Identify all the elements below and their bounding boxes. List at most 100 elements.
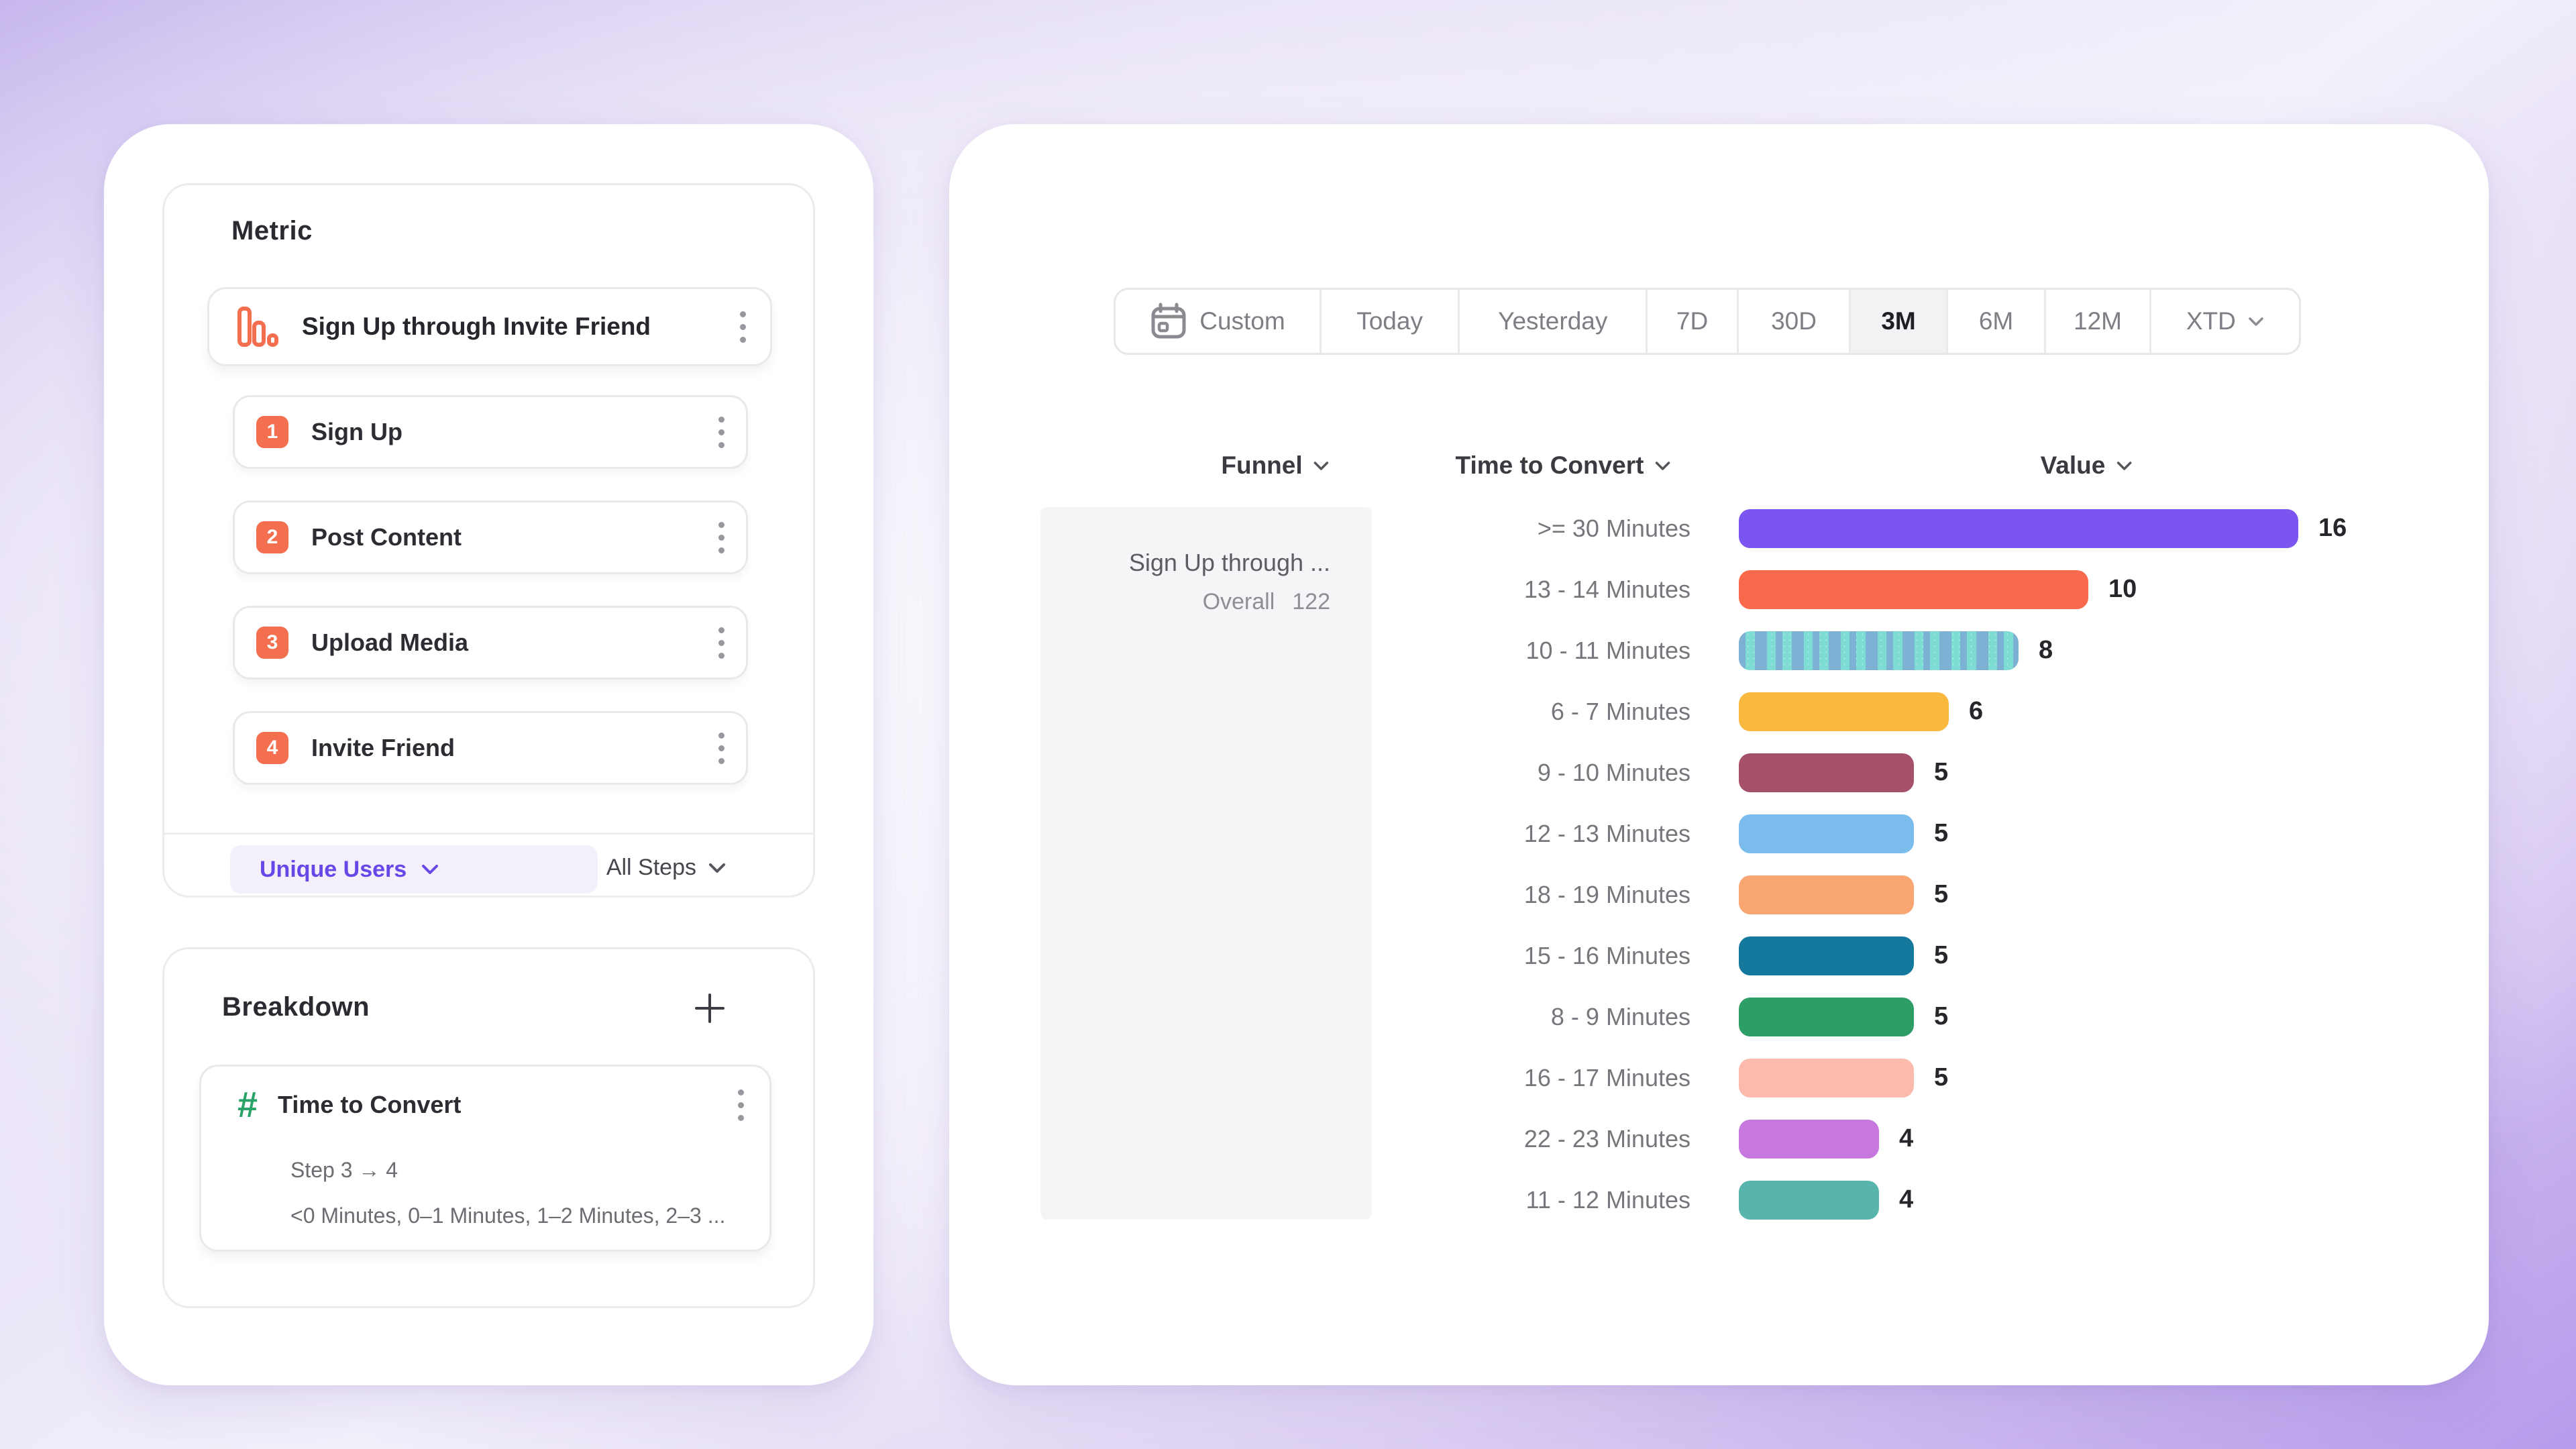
bar-15-16-minutes[interactable] [1739, 936, 1914, 975]
value-column-label: Value [2040, 451, 2106, 479]
bar-value: 16 [2318, 514, 2347, 542]
bucket-label: 15 - 16 Minutes [1523, 941, 1690, 969]
step-label: Post Content [311, 523, 462, 551]
step-kebab-menu-icon[interactable] [716, 416, 726, 448]
step-number-badge: 4 [256, 732, 288, 764]
bar-12-13-minutes[interactable] [1739, 814, 1914, 853]
date-range-7d[interactable]: 7D [1648, 290, 1739, 353]
date-range-30d[interactable]: 30D [1739, 290, 1851, 353]
funnel-step-post-content[interactable]: 2 Post Content [233, 500, 748, 574]
step-label: Upload Media [311, 629, 469, 656]
funnel-step-upload-media[interactable]: 3 Upload Media [233, 606, 748, 680]
bucket-label: 10 - 11 Minutes [1525, 636, 1690, 664]
funnel-bars-icon [236, 305, 279, 348]
date-range-3m[interactable]: 3M [1851, 290, 1948, 353]
bar-row: >= 30 Minutes 16 [949, 498, 2489, 559]
bar-row: 6 - 7 Minutes 6 [949, 681, 2489, 742]
step-number-badge: 3 [256, 627, 288, 659]
funnel-step-invite-friend[interactable]: 4 Invite Friend [233, 711, 748, 785]
chevron-down-icon [421, 864, 439, 875]
counting-method-dropdown[interactable]: Unique Users [230, 845, 598, 894]
funnel-step-sign-up[interactable]: 1 Sign Up [233, 395, 748, 469]
bar-value: 4 [1899, 1185, 1914, 1214]
funnel-summary-item[interactable]: Sign Up through ... Overall 122 [1040, 507, 1372, 1220]
value-column-dropdown[interactable]: Value [2041, 451, 2133, 480]
bucket-label: 6 - 7 Minutes [1550, 697, 1690, 725]
bar-row: 22 - 23 Minutes 4 [949, 1108, 2489, 1169]
all-steps-dropdown[interactable]: All Steps [606, 855, 726, 881]
bar-gte-30-minutes[interactable] [1739, 508, 2298, 548]
bar-6-7-minutes[interactable] [1739, 692, 1949, 731]
bar-value: 5 [1934, 758, 1949, 786]
date-range-custom[interactable]: Custom [1116, 290, 1322, 353]
date-range-6m[interactable]: 6M [1948, 290, 2047, 353]
bar-value: 5 [1934, 1002, 1949, 1030]
funnel-column-label: Funnel [1221, 451, 1303, 479]
bar-16-17-minutes[interactable] [1739, 1058, 1914, 1097]
bar-9-10-minutes[interactable] [1739, 753, 1914, 792]
step-kebab-menu-icon[interactable] [716, 732, 726, 764]
metric-section-heading: Metric [231, 216, 313, 246]
bar-chart: >= 30 Minutes 16 13 - 14 Minutes 10 10 -… [949, 498, 2489, 1230]
chevron-down-icon [1313, 461, 1330, 471]
time-to-convert-column-dropdown[interactable]: Time to Convert [1456, 451, 1671, 480]
bar-value: 10 [2108, 575, 2137, 603]
chevron-down-icon [1654, 461, 1670, 471]
bucket-label: >= 30 Minutes [1537, 514, 1690, 542]
bar-row: 11 - 12 Minutes 4 [949, 1169, 2489, 1230]
step-number-badge: 1 [256, 416, 288, 448]
bar-10-11-minutes-hatched[interactable] [1739, 631, 2019, 670]
metric-card-kebab-menu-icon[interactable] [738, 311, 747, 343]
date-range-label: 12M [2074, 307, 2123, 335]
counting-method-label: Unique Users [260, 856, 407, 882]
funnel-column-dropdown[interactable]: Funnel [1221, 451, 1329, 480]
bar-row: 18 - 19 Minutes 5 [949, 864, 2489, 925]
date-range-today[interactable]: Today [1322, 290, 1460, 353]
add-breakdown-button[interactable] [692, 991, 727, 1026]
breakdown-section-heading: Breakdown [222, 992, 370, 1022]
step-label: Invite Friend [311, 734, 455, 761]
date-range-12m[interactable]: 12M [2046, 290, 2151, 353]
bucket-label: 9 - 10 Minutes [1537, 758, 1690, 786]
step-number-badge: 2 [256, 521, 288, 553]
breakdown-card-kebab-menu-icon[interactable] [736, 1089, 745, 1121]
step-kebab-menu-icon[interactable] [716, 521, 726, 553]
bar-value: 5 [1934, 819, 1949, 847]
calendar-icon [1150, 303, 1187, 340]
bar-13-14-minutes[interactable] [1739, 570, 2088, 609]
breakdown-card[interactable]: # Time to Convert Step 3 → 4 <0 Minutes,… [199, 1065, 771, 1252]
bar-value: 8 [2039, 636, 2053, 664]
date-range-yesterday[interactable]: Yesterday [1460, 290, 1648, 353]
date-range-label: 6M [1978, 307, 2014, 335]
bar-row: 15 - 16 Minutes 5 [949, 925, 2489, 986]
breakdown-step-range: Step 3 → 4 [290, 1158, 398, 1182]
chevron-down-icon [708, 863, 726, 873]
bar-8-9-minutes[interactable] [1739, 997, 1914, 1036]
date-range-label: XTD [2186, 307, 2236, 335]
metric-card[interactable]: Sign Up through Invite Friend [207, 287, 772, 366]
step-kebab-menu-icon[interactable] [716, 627, 726, 659]
date-range-label: Custom [1199, 307, 1285, 335]
date-range-segmented-control: Custom Today Yesterday 7D 30D 3M 6M 12M … [1114, 288, 2301, 355]
bar-value: 5 [1934, 941, 1949, 969]
bucket-label: 8 - 9 Minutes [1550, 1002, 1690, 1030]
bar-row: 8 - 9 Minutes 5 [949, 986, 2489, 1047]
bar-value: 4 [1899, 1124, 1914, 1152]
bucket-label: 16 - 17 Minutes [1523, 1063, 1690, 1091]
bar-22-23-minutes[interactable] [1739, 1119, 1879, 1159]
divider [164, 833, 813, 835]
bar-row: 12 - 13 Minutes 5 [949, 803, 2489, 864]
chevron-down-icon [2116, 461, 2132, 471]
overall-value: 122 [1292, 589, 1330, 614]
bar-row: 9 - 10 Minutes 5 [949, 742, 2489, 803]
bar-18-19-minutes[interactable] [1739, 875, 1914, 914]
bucket-label: 18 - 19 Minutes [1523, 880, 1690, 908]
report-panel: Custom Today Yesterday 7D 30D 3M 6M 12M … [949, 124, 2489, 1385]
bucket-label: 11 - 12 Minutes [1525, 1185, 1690, 1214]
bucket-label: 12 - 13 Minutes [1523, 819, 1690, 847]
date-range-label: 3M [1881, 307, 1916, 335]
date-range-xtd-dropdown[interactable]: XTD [2151, 290, 2299, 353]
date-range-label: 7D [1676, 307, 1709, 335]
bar-11-12-minutes[interactable] [1739, 1180, 1879, 1220]
bar-row: 10 - 11 Minutes 8 [949, 620, 2489, 681]
